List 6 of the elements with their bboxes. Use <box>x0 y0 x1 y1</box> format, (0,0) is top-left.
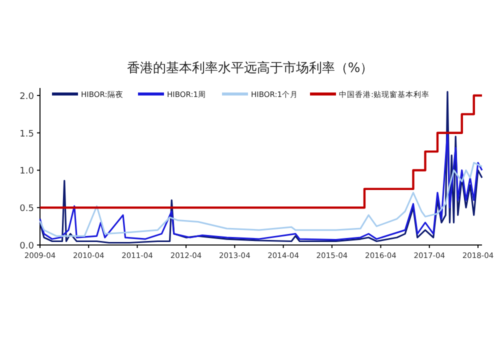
y-tick-label: 1.5 <box>20 129 34 140</box>
y-tick-label: 1.0 <box>20 166 34 177</box>
y-tick-label: 2.0 <box>20 92 34 102</box>
y-tick-label: 0.5 <box>20 204 34 214</box>
chart-title: 香港的基本利率水平远高于市场利率（%） <box>126 60 374 76</box>
y-tick-label: 0.0 <box>20 242 34 252</box>
